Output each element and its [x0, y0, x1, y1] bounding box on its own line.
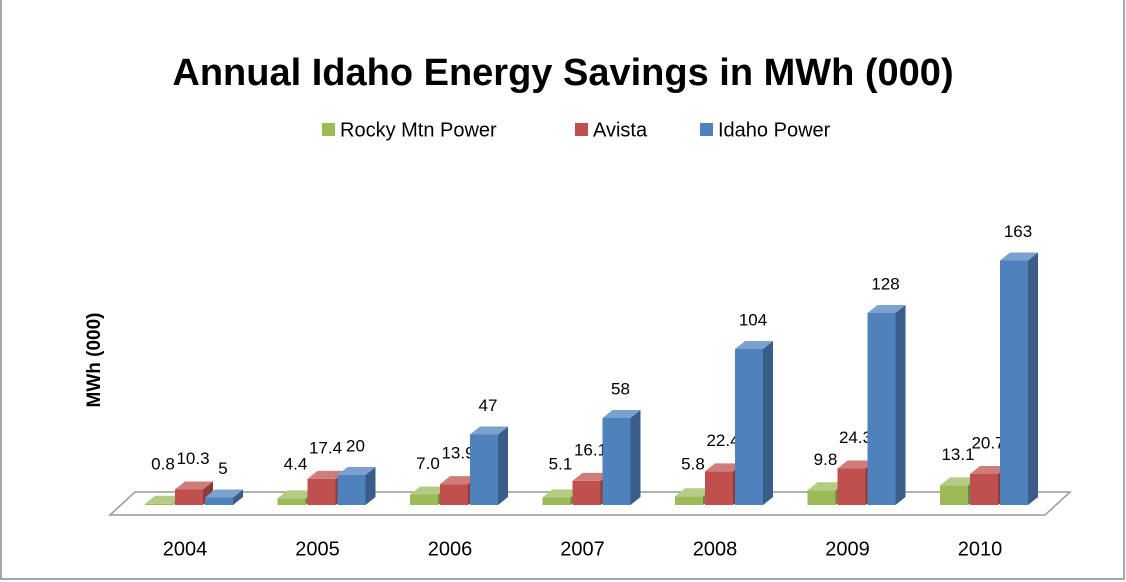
- x-tick-label: 2008: [693, 538, 738, 560]
- bar-top: [440, 476, 478, 485]
- bar-front: [940, 485, 968, 505]
- value-label: 163: [1004, 222, 1032, 241]
- bar-front: [735, 349, 763, 505]
- bar-side: [233, 489, 243, 505]
- value-label: 5.8: [681, 454, 705, 473]
- bar-front: [705, 471, 733, 505]
- x-tick-label: 2004: [163, 538, 208, 560]
- bar-front: [175, 489, 203, 505]
- value-label: 0.8: [151, 454, 175, 473]
- value-label: 5: [218, 459, 227, 478]
- bar-top: [205, 489, 243, 498]
- bar-side: [630, 410, 641, 505]
- x-tick-label: 2007: [560, 538, 605, 560]
- bar: [867, 305, 906, 505]
- bar-front: [337, 475, 366, 505]
- value-label: 16.1: [574, 440, 607, 459]
- value-label: 47: [479, 396, 498, 415]
- bar-top: [337, 467, 376, 475]
- bar-top: [145, 495, 183, 504]
- value-label: 13.9: [441, 444, 474, 463]
- bar-top: [837, 460, 876, 469]
- bar-top: [307, 470, 346, 479]
- x-tick-label: 2010: [958, 538, 1003, 560]
- value-label: 4.4: [284, 454, 308, 473]
- bar-side: [365, 467, 376, 505]
- y-axis-label: MWh (000): [84, 313, 105, 408]
- bar-top: [277, 490, 316, 499]
- value-label: 17.4: [309, 438, 342, 457]
- bar-top: [602, 410, 641, 418]
- bar: [337, 467, 376, 505]
- chart-title: Annual Idaho Energy Savings in MWh (000): [172, 52, 953, 94]
- value-label: 10.3: [176, 449, 209, 468]
- bar-front: [542, 497, 571, 505]
- x-tick-label: 2006: [428, 538, 473, 560]
- bar: [807, 482, 846, 505]
- value-label: 58: [611, 379, 630, 398]
- bar-front: [307, 478, 336, 505]
- bar-top: [470, 426, 508, 435]
- legend-swatch: [575, 123, 588, 136]
- bar-front: [970, 473, 998, 505]
- x-tick-label: 2009: [825, 538, 870, 560]
- value-label: 22.4: [706, 431, 739, 450]
- bar-front: [572, 480, 601, 505]
- value-label: 20: [346, 436, 365, 455]
- value-label: 20.7: [971, 433, 1004, 452]
- legend-swatch: [700, 123, 713, 136]
- bar-top: [970, 465, 1008, 474]
- bar: [602, 410, 641, 505]
- value-label: 104: [739, 310, 767, 329]
- bar-top: [175, 481, 213, 490]
- legend-label: Rocky Mtn Power: [340, 119, 497, 141]
- bar: [735, 341, 773, 505]
- bar: [470, 426, 508, 505]
- bar-side: [498, 426, 508, 505]
- bar-front: [440, 484, 468, 505]
- value-label: 7.0: [416, 454, 440, 473]
- bar-front: [837, 468, 866, 505]
- bar-front: [867, 313, 896, 505]
- legend-swatch: [322, 123, 335, 136]
- bar: [1000, 252, 1038, 505]
- bar-side: [895, 305, 906, 505]
- value-label: 5.1: [549, 454, 573, 473]
- value-label: 24.3: [839, 428, 872, 447]
- bar: [205, 489, 243, 505]
- bar-top: [940, 477, 978, 486]
- bar-front: [410, 494, 438, 505]
- bar-top: [572, 472, 611, 481]
- bar-top: [675, 488, 713, 497]
- bar-side: [763, 341, 773, 505]
- value-label: 9.8: [814, 450, 838, 469]
- bar-top: [735, 341, 773, 349]
- bar-side: [1028, 252, 1038, 505]
- bar-front: [675, 496, 703, 505]
- bar-top: [705, 463, 743, 472]
- bar-front: [1000, 260, 1028, 505]
- value-label: 128: [871, 274, 899, 293]
- x-tick-label: 2005: [295, 538, 340, 560]
- bar-front: [277, 498, 306, 505]
- legend-label: Idaho Power: [718, 119, 831, 141]
- bar-front: [470, 434, 498, 505]
- bar-top: [1000, 252, 1038, 261]
- value-label: 13.1: [941, 445, 974, 464]
- bar-front: [807, 490, 836, 505]
- legend-label: Avista: [593, 119, 648, 141]
- bar-top: [867, 305, 906, 313]
- bar-top: [807, 482, 846, 491]
- bar-front: [602, 418, 631, 505]
- bar-front: [145, 503, 173, 505]
- bar-top: [542, 489, 581, 498]
- bar-front: [205, 497, 233, 505]
- bar-top: [410, 486, 448, 495]
